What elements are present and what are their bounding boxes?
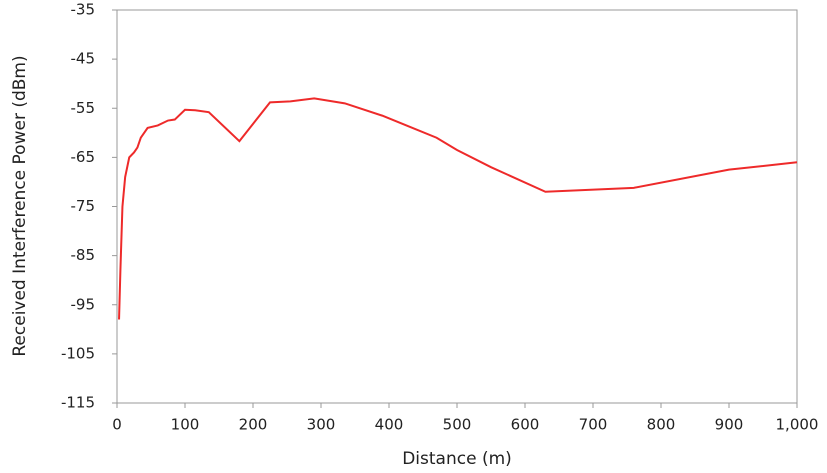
x-tick-label: 300 — [307, 416, 336, 434]
x-tick-label: 700 — [579, 416, 608, 434]
x-tick-label: 500 — [443, 416, 472, 434]
x-tick-label: 800 — [647, 416, 676, 434]
y-tick-label: -45 — [71, 50, 96, 68]
x-tick-label: 200 — [239, 416, 268, 434]
data-line — [118, 97, 798, 320]
y-tick-label: -95 — [71, 295, 96, 313]
plot-frame — [116, 9, 798, 404]
y-tick-label: -85 — [71, 246, 96, 264]
y-tick-label: -55 — [71, 99, 96, 117]
x-tick-label: 1,000 — [776, 416, 819, 434]
x-tick-label: 100 — [171, 416, 200, 434]
x-tick-label: 0 — [112, 416, 122, 434]
x-axis-title: Distance (m) — [402, 449, 512, 469]
y-tick-label: -105 — [61, 344, 95, 362]
x-tick-label: 900 — [715, 416, 744, 434]
y-axis-title: Received Interference Power (dBm) — [10, 55, 30, 356]
y-tick-label: -65 — [71, 148, 96, 166]
y-tick-label: -115 — [61, 394, 95, 412]
x-tick-label: 600 — [511, 416, 540, 434]
x-tick-label: 400 — [375, 416, 404, 434]
y-tick-label: -75 — [71, 197, 96, 215]
y-tick-label: -35 — [71, 1, 96, 19]
